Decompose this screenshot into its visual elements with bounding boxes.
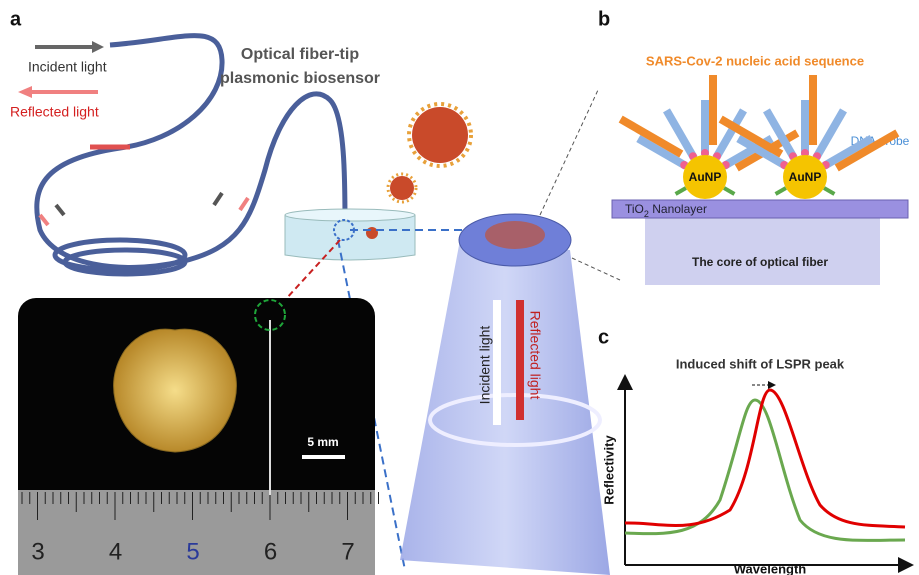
shift-label: Induced shift of LSPR peak (676, 356, 845, 371)
arrow-mark (40, 215, 48, 225)
panel-label: a (10, 8, 22, 30)
spacer (723, 186, 735, 195)
ruler-label: 4 (109, 538, 122, 565)
ruler-label: 3 (31, 538, 44, 565)
fiber-reflected-label: Reflected light (527, 311, 543, 400)
spacer (675, 186, 687, 195)
ruler-label: 5 (186, 538, 199, 565)
arrow-mark (240, 198, 248, 210)
arrow-head (92, 41, 104, 53)
scale-label: 5 mm (307, 435, 338, 449)
curve-before (625, 400, 905, 540)
target-strand (709, 75, 717, 145)
fiber-core (645, 218, 880, 285)
probe-group (675, 186, 687, 195)
aunp-label: AuNP (689, 170, 722, 184)
dna-probe (701, 100, 709, 155)
ruler-label: 7 (341, 538, 354, 565)
arrow-mark (214, 193, 222, 205)
connector (572, 258, 620, 280)
x-axis-label: Wavelength (734, 561, 807, 575)
panel-label: b (598, 8, 610, 30)
arrow-head (18, 86, 32, 98)
y-axis-label: Reflectivity (601, 435, 616, 505)
connector (540, 90, 598, 215)
title-line: Optical fiber-tip (241, 46, 359, 63)
arrow-mark (56, 205, 64, 215)
aunp-label: AuNP (789, 170, 822, 184)
fiber-incident-label: Incident light (477, 326, 493, 405)
layer-text: Nanolayer (649, 202, 707, 216)
dna-probe (801, 100, 809, 155)
probe-group (775, 186, 787, 195)
probe-group (801, 75, 817, 157)
probe-group (823, 186, 835, 195)
core-label: The core of optical fiber (692, 255, 828, 269)
spacer (775, 186, 787, 195)
title-line: plasmonic biosensor (220, 70, 380, 87)
target-strand (809, 75, 817, 145)
target-label: SARS-Cov-2 nucleic acid sequence (646, 53, 864, 68)
probe-group (701, 75, 717, 157)
ruler-label: 6 (264, 538, 277, 565)
reflected-label: Reflected light (10, 104, 99, 120)
coin (114, 329, 237, 452)
incident-label: Incident light (28, 59, 107, 75)
panel-label: c (598, 326, 609, 348)
fiber-cylinder (400, 240, 610, 575)
probe-group (723, 186, 735, 195)
layer-text: TiO (625, 202, 644, 216)
beaker (285, 215, 415, 260)
spacer (823, 186, 835, 195)
beaker-top (285, 209, 415, 221)
figure: a b c Incident light Reflected light Opt… (0, 0, 919, 575)
probe-layer (485, 221, 545, 249)
